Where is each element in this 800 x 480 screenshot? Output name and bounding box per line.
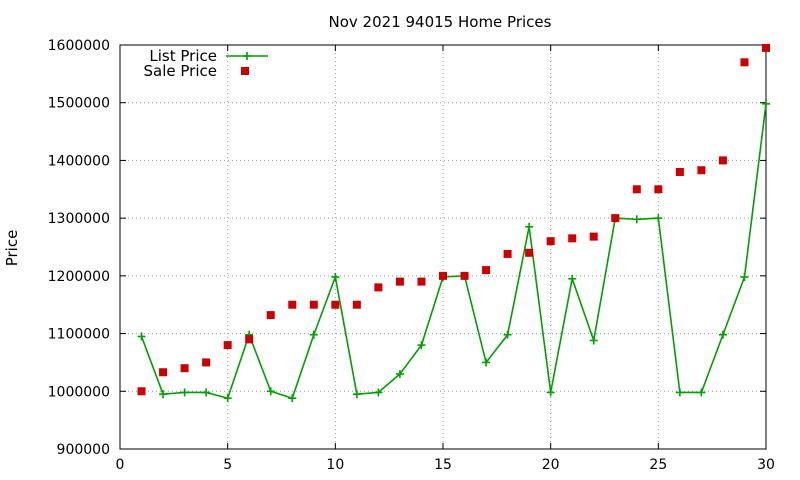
list-price-point — [288, 394, 297, 403]
sale-price-point — [331, 300, 340, 309]
chart-title: Nov 2021 94015 Home Prices — [329, 13, 552, 31]
sale-price-point — [137, 387, 146, 396]
sale-price-point — [417, 277, 426, 286]
list-price-point — [395, 369, 404, 378]
sale-price-point — [525, 248, 534, 257]
x-tick-label: 15 — [434, 457, 452, 473]
list-price-point — [740, 273, 749, 282]
grid-lines — [120, 45, 766, 449]
sale-price-point — [503, 249, 512, 258]
sale-price-point — [589, 232, 598, 241]
sale-price-point — [352, 300, 361, 309]
list-price-point — [202, 388, 211, 397]
list-price-point — [417, 341, 426, 350]
sale-price-point — [697, 166, 706, 175]
list-price-point — [266, 387, 275, 396]
x-tick-label: 30 — [757, 457, 775, 473]
sale-price-point — [718, 156, 727, 165]
sale-price-point — [374, 283, 383, 292]
list-price-point — [568, 274, 577, 283]
y-axis-label: Price — [3, 230, 21, 267]
sale-price-point — [309, 300, 318, 309]
sale-price-point — [611, 214, 620, 223]
list-price-point — [482, 358, 491, 367]
legend-marker-list-price — [243, 52, 251, 60]
sale-price-point — [546, 237, 555, 246]
x-tick-label: 10 — [326, 457, 344, 473]
list-price-point — [352, 390, 361, 399]
x-tick-label: 0 — [116, 457, 125, 473]
list-price-point — [632, 215, 641, 224]
sale-price-point — [675, 167, 684, 176]
list-price-point — [654, 214, 663, 223]
list-price-point — [309, 330, 318, 339]
legend-label-sale-price: Sale Price — [144, 62, 217, 80]
y-tick-label: 1400000 — [48, 153, 110, 169]
y-tick-label: 1300000 — [48, 211, 110, 227]
list-price-point — [503, 330, 512, 339]
sale-price-point — [568, 234, 577, 243]
list-price-point — [374, 388, 383, 397]
sale-price-point — [460, 271, 469, 280]
sale-price-point — [395, 277, 404, 286]
sale-price-point — [762, 43, 770, 52]
sale-price-point — [202, 358, 211, 367]
y-tick-label: 1500000 — [48, 96, 110, 112]
sale-price-point — [439, 271, 447, 280]
sale-price-point — [180, 364, 189, 373]
list-price-point — [180, 388, 189, 397]
sale-price-point — [223, 341, 232, 350]
list-price-point — [546, 388, 555, 397]
sale-price-point — [632, 185, 641, 194]
sale-price-point — [740, 58, 749, 67]
list-price-point — [331, 273, 340, 282]
list-price-point — [159, 390, 168, 399]
x-tick-label: 20 — [542, 457, 560, 473]
list-price-point — [675, 388, 684, 397]
x-tick-label: 25 — [649, 457, 667, 473]
list-price-point — [525, 222, 534, 231]
list-price-line — [140, 103, 767, 400]
list-price-point — [223, 394, 232, 403]
list-price-point — [697, 388, 706, 397]
legend-marker-sale-price — [241, 67, 249, 75]
sale-price-point — [654, 185, 663, 194]
plot-area — [137, 43, 770, 403]
sale-price-point — [266, 311, 275, 320]
list-price-point — [137, 332, 146, 341]
axis-ticks: 0 5 10 15 20 25 30 900000 1000000 1100000 1200000 1… — [48, 38, 775, 473]
y-tick-label: 900000 — [57, 442, 110, 458]
sale-price-point — [288, 300, 297, 309]
y-tick-label: 1100000 — [48, 327, 110, 343]
y-tick-label: 1600000 — [48, 38, 110, 54]
list-price-point — [762, 99, 770, 108]
sale-price-point — [245, 335, 254, 344]
y-tick-label: 1200000 — [48, 269, 110, 285]
list-price-point — [718, 330, 727, 339]
sale-price-point — [159, 368, 168, 377]
y-tick-label: 1000000 — [48, 384, 110, 400]
list-price-point — [589, 336, 598, 345]
sale-price-point — [482, 266, 491, 275]
legend-label-list-price: List Price — [149, 47, 217, 65]
x-tick-label: 5 — [223, 457, 232, 473]
